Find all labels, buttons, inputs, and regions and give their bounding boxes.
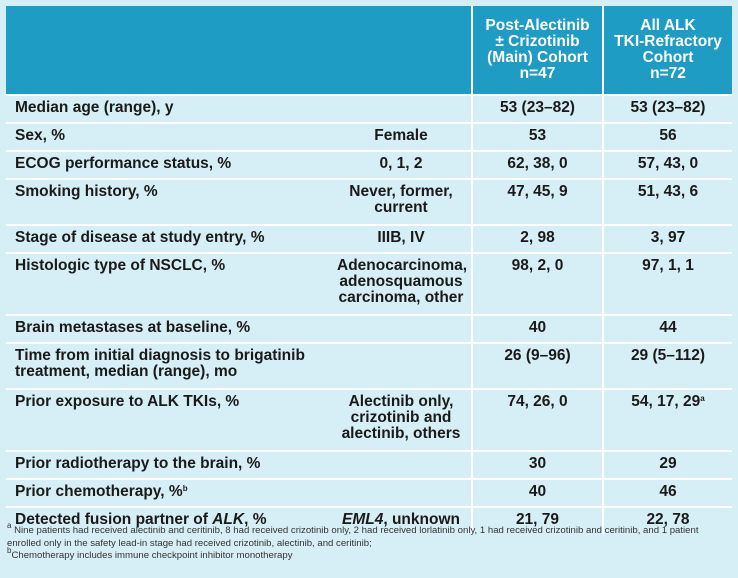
row-category [331,478,471,506]
row-main-value: 53 [471,122,602,150]
row-all-value: 51, 43, 6 [602,178,732,224]
characteristics-table: Post-Alectinib ± Crizotinib (Main) Cohor… [6,6,732,534]
row-category: Female [331,122,471,150]
table-row: Prior exposure to ALK TKIs, % Alectinib … [6,388,732,450]
row-label-pre: Detected fusion partner of [15,511,213,528]
header-main-line-2: ± Crizotinib [495,33,580,50]
header-all-cohort: All ALK TKI-Refractory Cohort n=72 [602,6,732,94]
row-category: Never, former, current [331,178,471,224]
row-label: Time from initial diagnosis to brigatini… [6,342,331,388]
row-label: Prior chemotherapy, %b [6,478,331,506]
row-all-value: 29 (5–112) [602,342,732,388]
footnote-a-ref: a [700,394,705,403]
row-label: Median age (range), y [6,94,331,122]
row-category-post: , unknown [383,511,460,528]
row-main-value: 30 [471,450,602,478]
row-category [331,314,471,342]
row-main-value: 2, 98 [471,224,602,252]
row-all-value: 97, 1, 1 [602,252,732,314]
row-label: Stage of disease at study entry, % [6,224,331,252]
table-row: Detected fusion partner of ALK, % EML4, … [6,506,732,534]
row-main-value: 98, 2, 0 [471,252,602,314]
table-row: Smoking history, % Never, former, curren… [6,178,732,224]
row-label: Prior radiotherapy to the brain, % [6,450,331,478]
row-category-italic: EML4 [342,511,384,528]
header-main-line-3: (Main) Cohort [487,49,588,66]
row-main-value: 47, 45, 9 [471,178,602,224]
row-category: IIIB, IV [331,224,471,252]
header-all-line-4: n=72 [650,65,686,82]
header-main-line-4: n=47 [519,65,556,82]
row-label-post: , % [244,511,267,528]
footnote-a: a Nine patients had received alectinib a… [7,522,733,550]
table-row: Prior chemotherapy, %b 40 46 [6,478,732,506]
row-category: EML4, unknown [331,506,471,534]
row-all-value: 22, 78 [602,506,732,534]
table-row: Stage of disease at study entry, % IIIB,… [6,224,732,252]
table-row: Prior radiotherapy to the brain, % 30 29 [6,450,732,478]
header-all-line-1: All ALK [640,17,696,34]
row-label-text: Prior chemotherapy, % [15,483,183,500]
row-label: Prior exposure to ALK TKIs, % [6,388,331,450]
row-main-value: 62, 38, 0 [471,150,602,178]
row-label: Sex, % [6,122,331,150]
row-category [331,342,471,388]
table-row: Median age (range), y 53 (23–82) 53 (23–… [6,94,732,122]
footnote-b-ref: b [182,484,188,493]
row-main-value: 53 (23–82) [471,94,602,122]
header-main-line-1: Post-Alectinib [485,17,590,34]
table-header-row: Post-Alectinib ± Crizotinib (Main) Cohor… [6,6,732,94]
row-all-value: 53 (23–82) [602,94,732,122]
header-main-cohort: Post-Alectinib ± Crizotinib (Main) Cohor… [471,6,602,94]
row-all-value: 44 [602,314,732,342]
row-label: Detected fusion partner of ALK, % [6,506,331,534]
row-main-value: 40 [471,478,602,506]
row-category [331,450,471,478]
row-all-value: 54, 17, 29a [602,388,732,450]
footnote-a-mark: a [7,521,12,530]
footnote-a-text: Nine patients had received alectinib and… [7,525,699,549]
row-category: 0, 1, 2 [331,150,471,178]
row-category: Adenocarcinoma, adenosquamous carcinoma,… [331,252,471,314]
header-blank-cell [6,6,471,94]
row-all-value-text: 54, 17, 29 [631,393,701,410]
row-category: Alectinib only, crizotinib and alectinib… [331,388,471,450]
row-main-value: 40 [471,314,602,342]
row-category [331,94,471,122]
row-label: Histologic type of NSCLC, % [6,252,331,314]
table-row: Brain metastases at baseline, % 40 44 [6,314,732,342]
footnote-b: bChemotherapy includes immune checkpoint… [7,547,733,563]
row-label: ECOG performance status, % [6,150,331,178]
footnote-b-text: Chemotherapy includes immune checkpoint … [11,550,293,561]
table-row: Histologic type of NSCLC, % Adenocarcino… [6,252,732,314]
table-row: Time from initial diagnosis to brigatini… [6,342,732,388]
row-all-value: 46 [602,478,732,506]
row-all-value: 56 [602,122,732,150]
footnote-b-mark: b [7,546,12,555]
table-row: Sex, % Female 53 56 [6,122,732,150]
row-label-italic: ALK [212,511,245,528]
row-label: Smoking history, % [6,178,331,224]
row-main-value: 74, 26, 0 [471,388,602,450]
header-all-line-3: Cohort [642,49,694,66]
row-all-value: 57, 43, 0 [602,150,732,178]
footnotes: a Nine patients had received alectinib a… [7,522,733,563]
row-label: Brain metastases at baseline, % [6,314,331,342]
header-all-line-2: TKI-Refractory [614,33,722,50]
row-all-value: 3, 97 [602,224,732,252]
table-row: ECOG performance status, % 0, 1, 2 62, 3… [6,150,732,178]
row-main-value: 26 (9–96) [471,342,602,388]
row-all-value: 29 [602,450,732,478]
row-main-value: 21, 79 [471,506,602,534]
